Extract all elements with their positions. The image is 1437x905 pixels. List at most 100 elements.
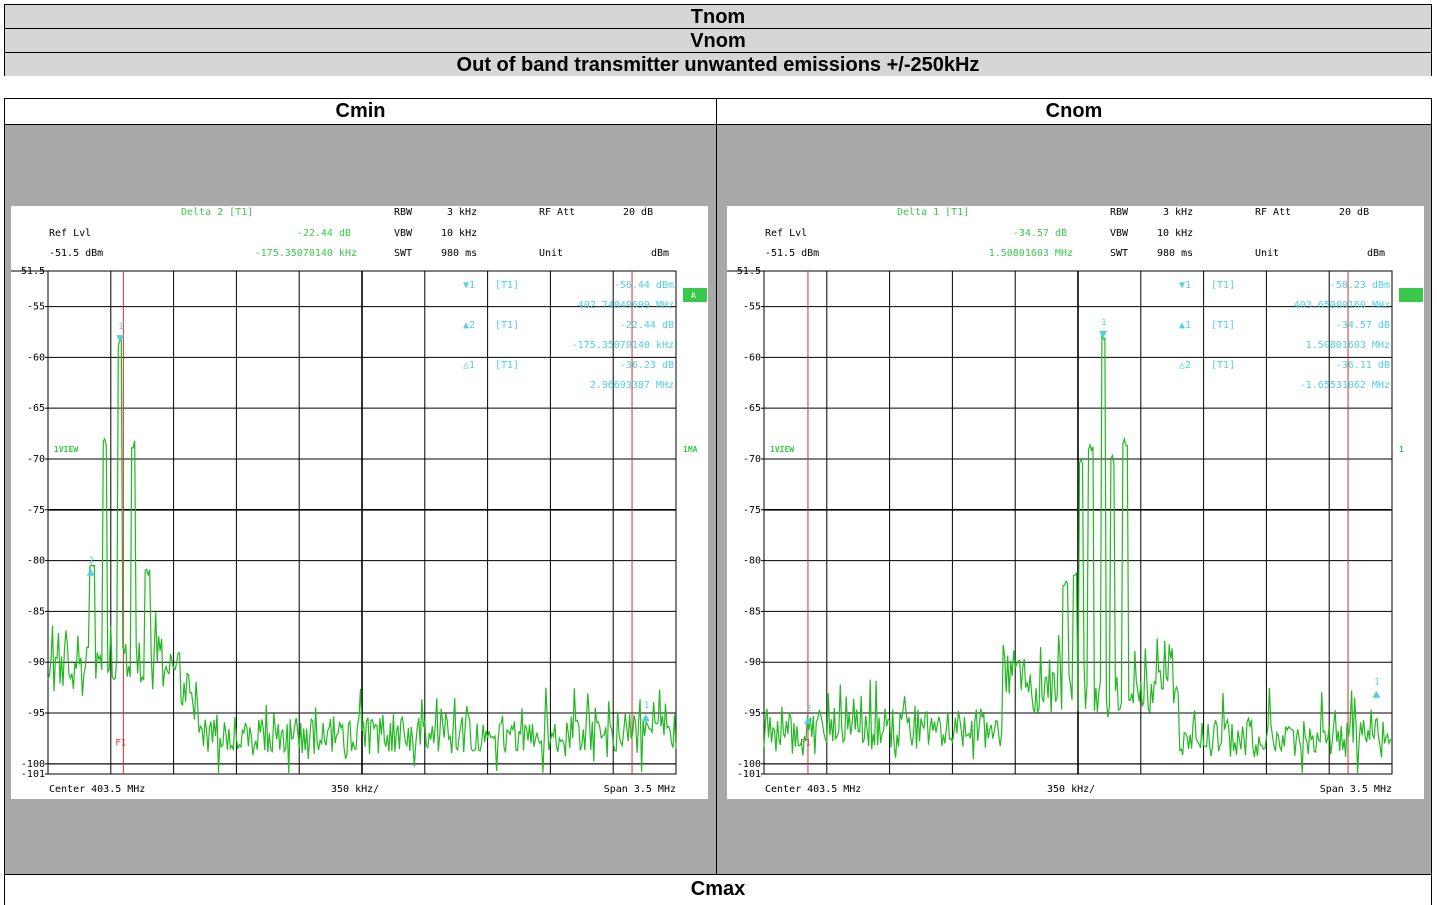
footer-center: Center 403.5 MHz [49,784,145,795]
ytick-label: -80 [743,556,761,567]
plot-frame [763,270,1393,775]
delta-label: Delta 2 [T1] [181,207,253,218]
marker-table-sym: ▼1 [463,280,475,291]
marker-table-level: -36.11 dB [1336,360,1390,371]
rfatt-label: RF Att [539,207,575,218]
ytick-label: -100 [737,759,761,770]
side-a-box [683,288,707,302]
swt-value: 980 ms [441,248,477,259]
swt-value: 980 ms [1157,248,1193,259]
marker-table-level: -34.57 dB [1336,320,1390,331]
delta-freq: 1.50801603 MHz [989,248,1073,259]
rfatt-value: 20 dB [1339,207,1369,218]
row-vnom: Vnom [4,28,1432,52]
marker-table-tag: [T1] [495,320,519,331]
reflvl-value: -51.5 dBm [765,248,819,259]
marker-table-tag: [T1] [495,360,519,371]
spectrum-trace [763,334,1392,774]
marker-table-freq: 402.74849699 MHz [578,300,674,311]
reflvl-label: Ref Lvl [49,228,91,239]
marker-2 [86,568,95,576]
marker-table-tag: [T1] [495,280,519,291]
marker-table-sym: ▲2 [463,320,475,331]
analyzer-screen-cmin: Delta 2 [T1] RBW 3 kHz RF Att 20 dB Ref Lvl -2… [11,206,708,799]
ytick-label: -95 [27,708,45,719]
delta-db: -22.44 dB [297,228,351,239]
chart-cmin: Delta 2 [T1] RBW 3 kHz RF Att 20 dB Ref Lvl -2… [11,207,707,795]
ytick-label: -60 [27,352,45,363]
ytick-label: -95 [743,708,761,719]
ytick-label: -51.5 [731,266,761,277]
ytick-label: -85 [743,606,761,617]
row-cmax: Cmax [4,874,1432,905]
rbw-label: RBW [1110,207,1129,218]
marker-table-level: -58.23 dBm [1330,280,1390,291]
marker-label: 2 [806,704,811,714]
rfatt-label: RF Att [1255,207,1291,218]
footer-div: 350 kHz/ [1047,784,1095,795]
spectrum-trace [47,337,677,774]
unit-label: Unit [1255,248,1279,259]
marker-2 [803,717,812,725]
ma-label: 1 [1399,445,1404,454]
marker-1 [116,335,125,343]
marker-table-freq: 403.65080160 MHz [1294,300,1390,311]
marker-label: 1 [1101,318,1106,328]
ytick-label: -55 [743,302,761,313]
ytick-label: -51.5 [15,266,45,277]
footer-span: Span 3.5 MHz [1320,784,1392,795]
marker-label: 2 [89,556,94,566]
vbw-value: 10 kHz [441,228,477,239]
marker-table-level: -22.44 dB [620,320,674,331]
marker-table-sym: △2 [1179,360,1191,371]
chart-cnom: Delta 1 [T1] RBW 3 kHz RF Att 20 dB Ref Lvl -3… [727,207,1423,795]
marker-1 [1099,331,1108,339]
marker-table-sym: △1 [463,360,475,371]
unit-value: dBm [651,248,669,259]
marker-table-freq: -1.65531062 MHz [1300,380,1390,391]
view-label: 1VIEW [770,445,794,454]
view-label: 1VIEW [54,445,78,454]
footer-div: 350 kHz/ [331,784,379,795]
unit-value: dBm [1367,248,1385,259]
reflvl-label: Ref Lvl [765,228,807,239]
ytick-label: -90 [27,657,45,668]
marker-table-tag: [T1] [1211,320,1235,331]
plot-frame [47,270,677,775]
ytick-label: -75 [743,505,761,516]
ma-label: 1MA [683,445,698,454]
f1-label: F1 [800,739,811,749]
ytick-label: -90 [743,657,761,668]
ytick-label: -60 [743,352,761,363]
vbw-label: VBW [1110,228,1129,239]
ytick-label: -75 [27,505,45,516]
marker-label: 1 [1374,678,1379,688]
swt-label: SWT [394,248,412,259]
footer-span: Span 3.5 MHz [604,784,676,795]
rbw-value: 3 kHz [1163,207,1193,218]
rbw-value: 3 kHz [447,207,477,218]
analyzer-screen-cnom: Delta 1 [T1] RBW 3 kHz RF Att 20 dB Ref Lvl -3… [727,206,1424,799]
ytick-label: -100 [21,759,45,770]
marker-label: 1 [644,701,649,711]
marker-3 [641,714,650,722]
cell-cnom: Delta 1 [T1] RBW 3 kHz RF Att 20 dB Ref Lvl -3… [716,124,1432,875]
vbw-value: 10 kHz [1157,228,1193,239]
row-title: Out of band transmitter unwanted emissio… [4,52,1432,76]
marker-table-sym: ▼1 [1179,280,1191,291]
marker-3 [1372,690,1381,698]
delta-label: Delta 1 [T1] [897,207,969,218]
reflvl-value: -51.5 dBm [49,248,103,259]
unit-label: Unit [539,248,563,259]
ytick-label: -80 [27,556,45,567]
ytick-label: -70 [27,454,45,465]
col-header-cnom: Cnom [716,98,1432,124]
cell-cmin: Delta 2 [T1] RBW 3 kHz RF Att 20 dB Ref Lvl -2… [4,124,717,875]
ytick-label: -55 [27,302,45,313]
marker-table-freq: 2.96693387 MHz [590,380,674,391]
ytick-label: -101 [737,769,761,780]
ytick-label: -70 [743,454,761,465]
side-a-box [1399,288,1423,302]
marker-table-tag: [T1] [1211,360,1235,371]
marker-label: 1 [118,322,123,332]
